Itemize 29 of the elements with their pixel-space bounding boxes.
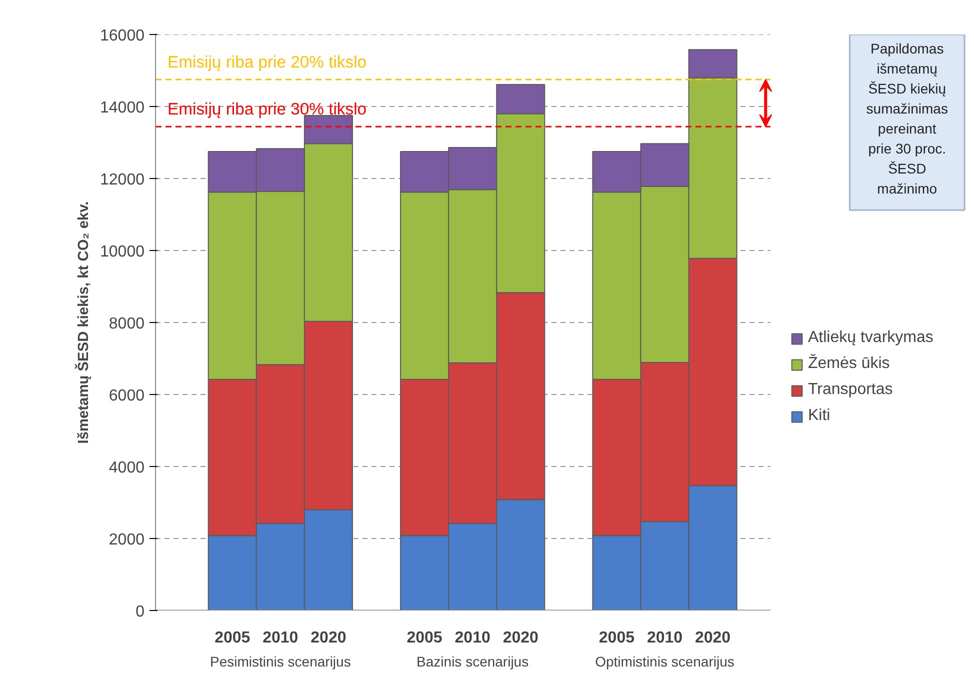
y-tick-label: 6000: [108, 388, 145, 404]
y-tick-label: 2000: [108, 532, 145, 548]
y-tick-label: 14000: [100, 100, 145, 116]
y-tick-label: 4000: [108, 460, 145, 476]
x-tick-label: 2020: [695, 630, 731, 646]
text: Pesimistinis scenarijus: [210, 654, 351, 670]
x-tick-label: 2020: [310, 630, 346, 646]
x-tick-label: 2010: [646, 630, 683, 646]
legend-label: Atliekų tvarkymas: [808, 329, 934, 347]
text: Papildomas išmetamų ŠESD kiekių sumažinimas pereinant prie 30 proc. ŠESD mažinimo: [866, 40, 948, 196]
y-tick-label: 12000: [100, 172, 145, 188]
text: Optimistinis scenarijus: [595, 654, 734, 670]
y-tick-label: 0: [136, 604, 145, 620]
x-tick-label: 2020: [502, 630, 539, 646]
x-tick-label: 2005: [214, 630, 250, 646]
ref-line-label: Emisijų riba prie 30% tikslo: [168, 100, 367, 119]
text: Bazinis scenarijus: [416, 654, 529, 670]
x-tick-label: 2005: [598, 630, 635, 646]
y-tick-label: 8000: [108, 316, 145, 332]
y-axis-title: Išmetamų ŠESD kiekis, kt CO₂ ekv.: [74, 201, 92, 444]
legend-label: Transportas: [808, 381, 893, 399]
y-tick-label: 16000: [100, 28, 145, 44]
y-tick-label: 10000: [100, 244, 145, 260]
x-tick-label: 2010: [454, 630, 490, 646]
ref-line-label: Emisijų riba prie 20% tikslo: [168, 52, 367, 72]
x-tick-label: 2005: [406, 630, 442, 646]
x-tick-label: 2010: [262, 630, 298, 646]
legend-label: Žemės ūkis: [808, 355, 890, 373]
legend-label: Kiti: [808, 407, 830, 425]
